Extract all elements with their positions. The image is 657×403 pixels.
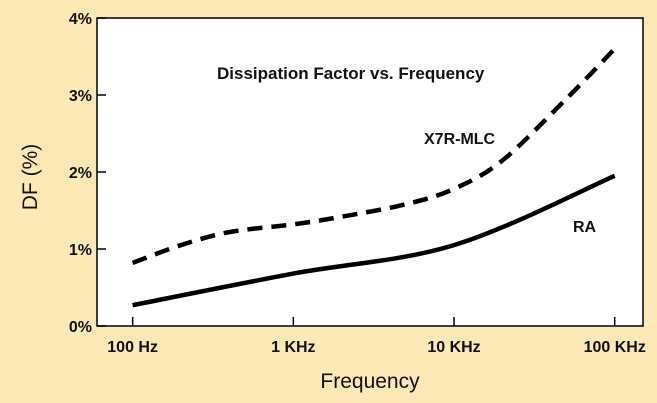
y-axis-title: DF (%): [19, 144, 42, 211]
x-tick-label: 1 KHz: [271, 339, 315, 356]
y-tick-label: 3%: [69, 88, 92, 105]
y-tick-label: 4%: [69, 11, 92, 28]
series-line-ra: [132, 173, 616, 308]
y-tick-label: 1%: [69, 242, 92, 259]
x-tick-label: 100 KHz: [584, 339, 646, 356]
y-tick-label: 0%: [69, 319, 92, 336]
x-axis-title: Frequency: [320, 370, 420, 393]
chart-title: Dissipation Factor vs. Frequency: [217, 64, 485, 83]
x-tick-label: 10 KHz: [427, 339, 480, 356]
series-label-x7r-mlc: X7R-MLC: [424, 131, 496, 148]
plot-area: [96, 17, 644, 327]
series-line-x7r-mlc: [131, 47, 617, 266]
y-axis: 0% 1% 2% 3% 4%: [69, 11, 106, 336]
y-tick-label: 2%: [69, 165, 92, 182]
x-axis: 100 Hz 1 KHz 10 KHz 100 KHz: [107, 317, 646, 356]
x-tick-label: 100 Hz: [107, 339, 158, 356]
series-label-ra: RA: [573, 219, 597, 236]
series-layer: [131, 47, 617, 308]
